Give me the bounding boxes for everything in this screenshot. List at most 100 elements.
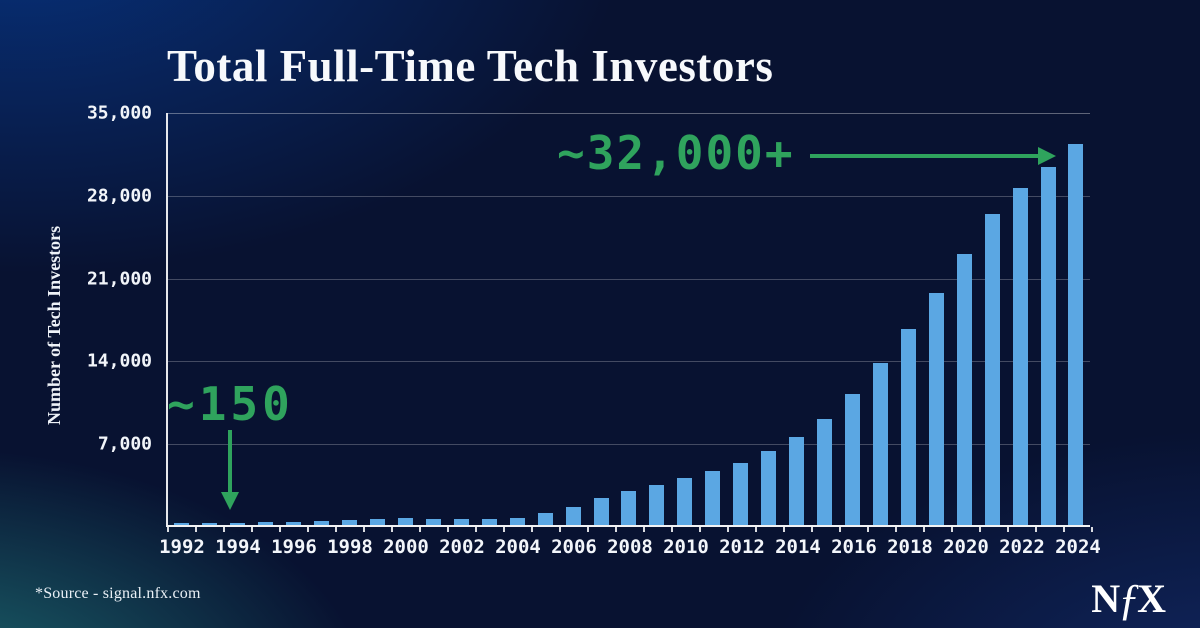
x-axis-tick bbox=[895, 527, 897, 532]
x-axis-tick bbox=[503, 527, 505, 532]
annotation-150-label: ~150 bbox=[167, 377, 294, 431]
nfx-logo-n: N bbox=[1091, 576, 1121, 621]
right-arrow-icon bbox=[810, 147, 1056, 165]
x-tick-label-2020: 2020 bbox=[943, 536, 989, 558]
bar-slot-1997 bbox=[308, 113, 336, 525]
bar-slot-2001 bbox=[419, 113, 447, 525]
bar-2014 bbox=[789, 437, 805, 525]
bar-slot-2002 bbox=[447, 113, 475, 525]
bar-slot-2018 bbox=[894, 113, 922, 525]
bar-2020 bbox=[956, 253, 972, 525]
x-axis-tick bbox=[951, 527, 953, 532]
x-axis-tick bbox=[1091, 527, 1093, 532]
bar-2022 bbox=[1012, 187, 1028, 525]
bar-2009 bbox=[649, 484, 665, 525]
x-tick-label-2022: 2022 bbox=[999, 536, 1045, 558]
x-axis-tick bbox=[307, 527, 309, 532]
x-axis-tick bbox=[279, 527, 281, 532]
x-axis-tick bbox=[223, 527, 225, 532]
x-axis-tick bbox=[1007, 527, 1009, 532]
bar-2002 bbox=[453, 519, 469, 525]
bar-2010 bbox=[677, 478, 693, 525]
bar-slot-2024 bbox=[1062, 113, 1090, 525]
x-axis-tick bbox=[783, 527, 785, 532]
bar-2013 bbox=[761, 450, 777, 525]
x-axis-tick bbox=[335, 527, 337, 532]
bar-2019 bbox=[928, 293, 944, 525]
bar-2005 bbox=[537, 512, 553, 525]
x-axis-tick bbox=[755, 527, 757, 532]
bar-slot-2023 bbox=[1034, 113, 1062, 525]
nfx-logo-x: X bbox=[1137, 576, 1166, 621]
x-axis-tick bbox=[839, 527, 841, 532]
gridline bbox=[168, 278, 1090, 280]
bar-slot-2011 bbox=[699, 113, 727, 525]
bar-slot-2014 bbox=[783, 113, 811, 525]
bar-slot-2009 bbox=[643, 113, 671, 525]
x-tick-label-2012: 2012 bbox=[719, 536, 765, 558]
bar-slot-2013 bbox=[755, 113, 783, 525]
bar-2021 bbox=[984, 213, 1000, 525]
bar-1995 bbox=[258, 522, 274, 525]
bar-slot-2010 bbox=[671, 113, 699, 525]
gridline bbox=[168, 361, 1090, 363]
bar-2007 bbox=[593, 498, 609, 525]
x-axis-tick bbox=[419, 527, 421, 532]
bar-slot-1995 bbox=[252, 113, 280, 525]
x-axis-tick bbox=[1035, 527, 1037, 532]
gridline bbox=[168, 444, 1090, 446]
down-arrow-icon bbox=[221, 430, 239, 510]
x-axis-tick bbox=[643, 527, 645, 532]
bar-slot-2005 bbox=[531, 113, 559, 525]
bar-slot-1999 bbox=[364, 113, 392, 525]
x-tick-label-1998: 1998 bbox=[327, 536, 373, 558]
x-tick-label-2002: 2002 bbox=[439, 536, 485, 558]
x-axis-tick bbox=[447, 527, 449, 532]
x-axis-tick bbox=[615, 527, 617, 532]
bar-2017 bbox=[872, 362, 888, 525]
x-tick-label-2024: 2024 bbox=[1055, 536, 1101, 558]
bar-2023 bbox=[1040, 166, 1056, 525]
x-axis-tick bbox=[727, 527, 729, 532]
x-axis-tick bbox=[195, 527, 197, 532]
bar-2001 bbox=[425, 518, 441, 525]
x-axis-tick bbox=[531, 527, 533, 532]
x-axis-tick bbox=[811, 527, 813, 532]
bar-slot-1993 bbox=[196, 113, 224, 525]
bar-slot-2019 bbox=[922, 113, 950, 525]
bar-series bbox=[168, 113, 1090, 525]
x-axis-tick bbox=[699, 527, 701, 532]
bar-slot-2021 bbox=[978, 113, 1006, 525]
bar-2018 bbox=[900, 329, 916, 525]
chart-title: Total Full-Time Tech Investors bbox=[167, 41, 774, 91]
bar-2011 bbox=[705, 471, 721, 525]
x-axis-tick bbox=[587, 527, 589, 532]
bar-slot-1998 bbox=[336, 113, 364, 525]
bar-2012 bbox=[733, 463, 749, 525]
bar-1992 bbox=[174, 523, 190, 525]
x-axis-tick bbox=[167, 527, 169, 532]
bar-1997 bbox=[314, 521, 330, 525]
x-tick-label-2008: 2008 bbox=[607, 536, 653, 558]
x-axis-tick bbox=[867, 527, 869, 532]
bar-slot-2012 bbox=[727, 113, 755, 525]
nfx-logo: N ƒ X bbox=[1091, 572, 1166, 624]
y-tick-label: 28,000 bbox=[86, 185, 152, 207]
plot-area: 35,000 28,000 21,000 14,000 7,000 1992 1994 19… bbox=[87, 103, 1101, 559]
x-tick-label-2000: 2000 bbox=[383, 536, 429, 558]
bar-slot-2020 bbox=[950, 113, 978, 525]
x-axis-tick bbox=[475, 527, 477, 532]
bar-slot-2000 bbox=[392, 113, 420, 525]
x-tick-label-2018: 2018 bbox=[887, 536, 933, 558]
y-tick-label: 21,000 bbox=[86, 268, 152, 290]
y-tick-label: 7,000 bbox=[97, 433, 152, 455]
x-tick-label-2016: 2016 bbox=[831, 536, 877, 558]
bar-2016 bbox=[844, 393, 860, 525]
bar-slot-1992 bbox=[168, 113, 196, 525]
bar-2004 bbox=[509, 518, 525, 525]
y-axis-title: Number of Tech Investors bbox=[44, 225, 64, 425]
bar-slot-1996 bbox=[280, 113, 308, 525]
bar-2000 bbox=[397, 517, 413, 525]
x-tick-label-2010: 2010 bbox=[663, 536, 709, 558]
x-tick-label-1996: 1996 bbox=[271, 536, 317, 558]
